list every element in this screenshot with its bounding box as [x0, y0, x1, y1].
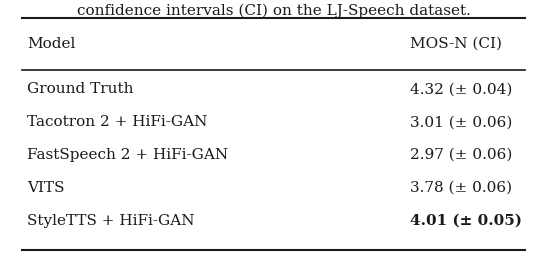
Text: 4.32 (± 0.04): 4.32 (± 0.04) — [410, 82, 513, 96]
Text: VITS: VITS — [28, 181, 65, 195]
Text: FastSpeech 2 + HiFi-GAN: FastSpeech 2 + HiFi-GAN — [28, 148, 229, 162]
Text: 3.01 (± 0.06): 3.01 (± 0.06) — [410, 115, 513, 129]
Text: Model: Model — [28, 37, 76, 51]
Text: MOS-N (CI): MOS-N (CI) — [410, 37, 502, 51]
Text: 4.01 (± 0.05): 4.01 (± 0.05) — [410, 214, 522, 228]
Text: StyleTTS + HiFi-GAN: StyleTTS + HiFi-GAN — [28, 214, 195, 228]
Text: Tacotron 2 + HiFi-GAN: Tacotron 2 + HiFi-GAN — [28, 115, 208, 129]
Text: confidence intervals (CI) on the LJ-Speech dataset.: confidence intervals (CI) on the LJ-Spee… — [77, 4, 470, 18]
Text: Ground Truth: Ground Truth — [28, 82, 134, 96]
Text: 2.97 (± 0.06): 2.97 (± 0.06) — [410, 148, 513, 162]
Text: 3.78 (± 0.06): 3.78 (± 0.06) — [410, 181, 512, 195]
